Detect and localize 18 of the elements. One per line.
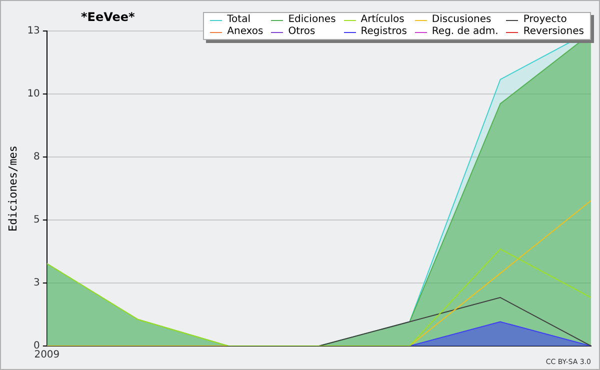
legend-label: Discusiones: [430, 14, 492, 26]
y-axis-title: Ediciones/mes: [6, 145, 20, 232]
legend-label: Total: [226, 14, 252, 26]
legend-label: Ediciones: [287, 14, 336, 26]
legend-label: Registros: [360, 26, 407, 38]
y-tick-label: 3: [34, 278, 40, 289]
y-tick-label: 5: [34, 214, 40, 226]
legend-label: Reversiones: [522, 26, 584, 38]
legend-label: Proyecto: [522, 14, 568, 26]
legend-label: Reg. de adm.: [430, 26, 498, 38]
legend-label: Anexos: [226, 26, 264, 38]
legend-label: Otros: [287, 26, 316, 38]
y-tick-label: 8: [34, 152, 40, 163]
legend-label: Artículos: [360, 14, 406, 26]
x-tick-label: 2009: [34, 350, 60, 361]
y-tick-label: 13: [27, 26, 40, 37]
y-tick-label: 10: [27, 88, 40, 100]
chart-title: *EeVee*: [81, 10, 135, 24]
